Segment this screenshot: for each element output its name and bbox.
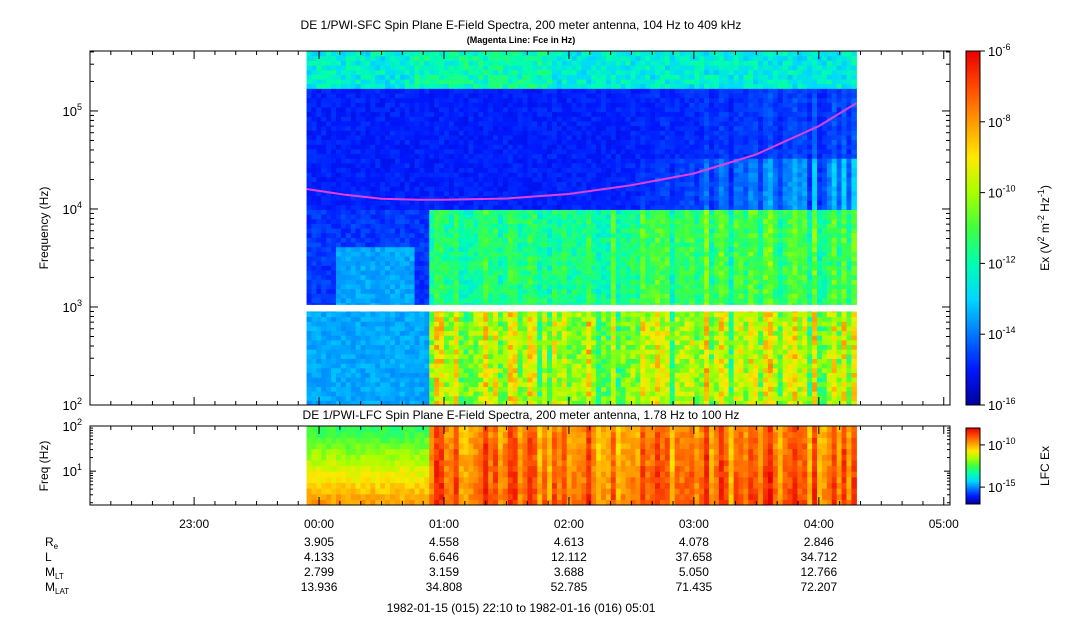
upper-colorbar-ticks: 10-6 10-8 10-10 10-12 10-14 10-16 <box>980 42 1015 413</box>
colorbar-tick-label: 10-14 <box>988 325 1015 342</box>
colorbar-tick-label: 10-10 <box>988 184 1015 201</box>
upper-plot-frame <box>89 50 951 406</box>
ephemeris-row-label: Re <box>45 535 59 551</box>
ephemeris-value: 3.688 <box>554 565 584 579</box>
ephemeris-value: 34.808 <box>426 580 463 594</box>
lower-colorbar-ticks: 10-10 10-15 <box>980 436 1015 495</box>
ephemeris-value: 3.905 <box>304 535 334 549</box>
y-tick-label: 103 <box>63 298 82 315</box>
colorbar-tick-label: 10-6 <box>988 42 1010 59</box>
colorbar-tick-label: 10-12 <box>988 254 1015 271</box>
ephemeris-value: 52.785 <box>551 580 588 594</box>
ephemeris-value: 4.558 <box>429 535 459 549</box>
upper-colorbar <box>965 50 981 406</box>
upper-y-axis: 102 103 104 105 <box>63 51 950 413</box>
date-range: 1982-01-15 (015) 22:10 to 1982-01-16 (01… <box>387 601 656 615</box>
x-tick-label: 00:00 <box>304 517 334 531</box>
ephemeris-value: 71.435 <box>676 580 713 594</box>
ephemeris-value: 3.159 <box>429 565 459 579</box>
upper-panel-title: DE 1/PWI-SFC Spin Plane E-Field Spectra,… <box>301 18 742 32</box>
ephemeris-value: 13.936 <box>301 580 338 594</box>
ephemeris-value: 5.050 <box>679 565 709 579</box>
upper-y-axis-label: Frequency (Hz) <box>37 187 51 270</box>
ephemeris-value: 4.078 <box>679 535 709 549</box>
ephemeris-row-label: MLAT <box>45 580 69 596</box>
ephemeris-value: 12.112 <box>551 550 587 564</box>
lower-plot-frame <box>89 425 951 506</box>
upper-panel-subtitle: (Magenta Line: Fce in Hz) <box>467 35 576 45</box>
ephemeris-value: 2.799 <box>304 565 334 579</box>
lower-colorbar <box>965 427 981 505</box>
ephemeris-value: 6.646 <box>429 550 459 564</box>
ephemeris-value: 34.712 <box>800 550 837 564</box>
lower-y-axis-label: Freq (Hz) <box>37 441 51 492</box>
ephemeris-row-label: MLT <box>45 565 64 581</box>
ephemeris-value: 2.846 <box>804 535 834 549</box>
upper-colorbar-label: Ex (V2 m-2 Hz-1) <box>1036 185 1052 271</box>
lower-y-axis: 101 102 <box>63 417 950 504</box>
ephemeris-value: 72.207 <box>800 580 837 594</box>
x-tick-label: 04:00 <box>804 517 834 531</box>
ephemeris-value: 12.766 <box>800 565 837 579</box>
colorbar-tick-label: 10-16 <box>988 396 1015 413</box>
ephemeris-row-label: L <box>45 550 52 564</box>
x-tick-label: 01:00 <box>429 517 459 531</box>
upper-data-gap <box>305 304 858 312</box>
x-tick-label: 23:00 <box>179 517 209 531</box>
lower-panel-title: DE 1/PWI-LFC Spin Plane E-Field Spectra,… <box>303 408 740 422</box>
y-tick-label: 102 <box>63 396 82 413</box>
colorbar-tick-label: 10-15 <box>988 478 1015 495</box>
x-tick-label: 05:00 <box>929 517 959 531</box>
upper-spectrogram <box>306 51 857 405</box>
colorbar-tick-label: 10-10 <box>988 436 1015 453</box>
lower-colorbar-label: LFC Ex <box>1038 446 1052 486</box>
colorbar-tick-label: 10-8 <box>988 113 1010 130</box>
x-tick-label: 03:00 <box>679 517 709 531</box>
fce-line <box>306 102 857 201</box>
ephemeris-value: 4.133 <box>304 550 334 564</box>
ephemeris-value: 37.658 <box>676 550 713 564</box>
ephemeris-table: Re 3.905 4.558 4.613 4.078 2.846 L 4.133 6.646 12… <box>45 535 837 596</box>
y-tick-label: 101 <box>63 462 82 479</box>
ephemeris-value: 4.613 <box>554 535 584 549</box>
y-tick-label: 105 <box>63 102 82 119</box>
lower-spectrogram <box>306 426 857 505</box>
y-tick-label: 104 <box>63 200 82 217</box>
x-tick-label: 02:00 <box>554 517 584 531</box>
time-axis: 23:00 00:00 01:00 02:00 03:00 04:00 05:00 <box>110 51 959 531</box>
y-tick-label: 102 <box>63 417 82 434</box>
